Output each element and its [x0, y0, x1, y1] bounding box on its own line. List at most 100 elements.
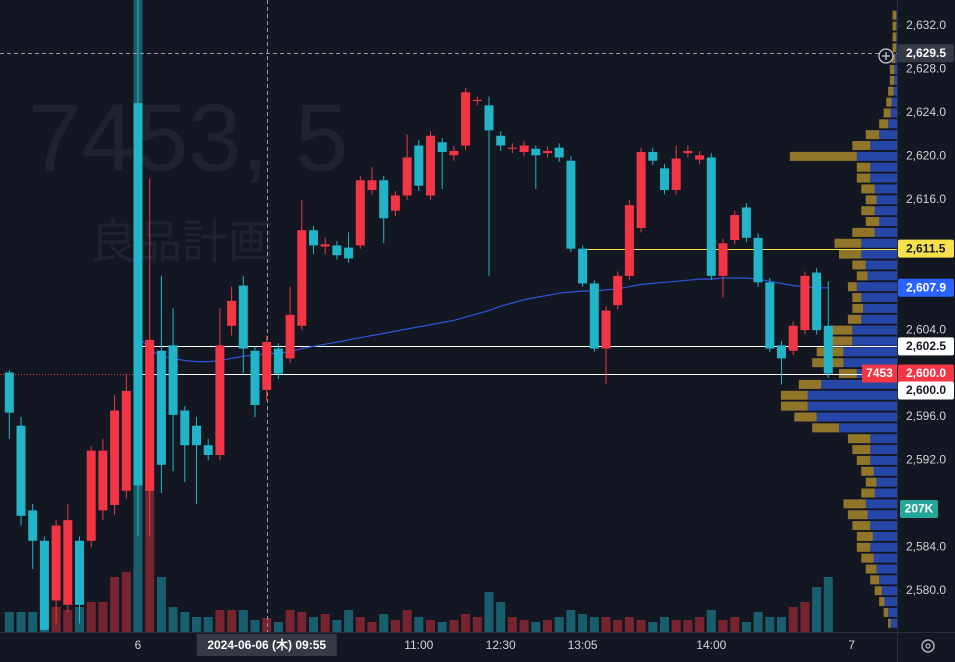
profile-blue [896, 32, 897, 42]
volume-bar [683, 620, 693, 632]
profile-blue [870, 455, 897, 465]
volume-bar [765, 617, 775, 632]
candle-body [531, 148, 541, 156]
candle-body [344, 247, 354, 259]
profile-gold [892, 32, 897, 42]
profile-gold [865, 195, 877, 205]
candle-body [51, 525, 61, 601]
volume-bar [121, 572, 131, 632]
profile-gold [847, 314, 862, 324]
profile-blue [888, 607, 897, 617]
volume-bar [660, 617, 669, 632]
profile-gold [865, 477, 877, 487]
profile-blue [873, 466, 897, 476]
profile-gold [847, 510, 868, 520]
y-tick-label: 2,628.0 [906, 62, 946, 76]
profile-blue [873, 553, 897, 563]
profile-gold [861, 553, 874, 563]
price-label: 2,600.0 [906, 366, 946, 380]
profile-gold [886, 97, 892, 107]
profile-blue [852, 336, 897, 346]
profile-blue [856, 151, 897, 161]
volume-bar [496, 602, 506, 632]
profile-blue [843, 358, 897, 368]
volume-bar [788, 607, 798, 632]
volume-bar [800, 602, 810, 632]
x-tick-label: 6 [135, 638, 142, 652]
profile-gold [892, 43, 897, 53]
volume-bar [156, 577, 166, 632]
volume-bar [613, 620, 623, 632]
profile-gold [865, 217, 880, 227]
candle-body [660, 168, 669, 191]
volume-bar [531, 622, 541, 632]
profile-blue [896, 21, 897, 31]
profile-gold [825, 336, 853, 346]
volume-bar [390, 620, 400, 632]
candle-body [706, 157, 716, 276]
candle-body [788, 325, 798, 351]
profile-gold [798, 379, 822, 389]
crosshair-plus-icon[interactable] [878, 48, 894, 64]
candle-body [636, 152, 646, 229]
profile-blue [874, 206, 897, 216]
profile-blue [856, 282, 897, 292]
candle-body [297, 230, 307, 326]
profile-blue [852, 325, 897, 335]
gear[interactable] [921, 639, 935, 653]
candle-body [613, 275, 623, 306]
profile-gold [856, 173, 871, 183]
volume-bar [706, 610, 716, 632]
price-label-bg [898, 239, 954, 258]
price-label: 2,629.5 [906, 46, 946, 60]
volume-bar [332, 620, 342, 632]
settings-icon[interactable] [921, 639, 935, 653]
profile-gold [834, 238, 862, 248]
x-tick-label: 7 [848, 638, 855, 652]
volume-bar [507, 617, 517, 632]
profile-blue [891, 97, 897, 107]
volume-label-bg [900, 500, 938, 518]
profile-blue [816, 412, 897, 422]
volume-bar [273, 622, 283, 632]
candle-body [519, 145, 529, 153]
candle-body [379, 180, 389, 219]
volume-bar [601, 617, 611, 632]
candle-body [309, 230, 318, 246]
volume-bar [472, 617, 482, 632]
price-tag: 7453 [866, 366, 893, 380]
candle-body [86, 450, 96, 541]
candle-body [332, 245, 342, 256]
profile-blue [807, 401, 897, 411]
candle-body [39, 540, 49, 630]
profile-blue [895, 54, 897, 64]
crosshair-x-label: 2024-06-06 (木) 09:55 [207, 637, 326, 652]
candle-body [355, 180, 365, 246]
candle-body [227, 300, 237, 326]
profile-blue [867, 510, 897, 520]
profile-blue [843, 347, 897, 357]
volume-bar [192, 617, 201, 632]
candle-body [426, 135, 435, 196]
profile-gold [892, 21, 897, 31]
candle-body [730, 215, 740, 240]
profile-blue [865, 260, 897, 270]
profile-blue [838, 423, 897, 433]
volume-label: 207K [905, 502, 934, 516]
volume-bar [203, 617, 213, 632]
volume-bar [636, 620, 646, 632]
profile-gold [889, 75, 895, 85]
candle-body [192, 425, 201, 446]
price-label: 2,602.5 [906, 339, 946, 353]
volume-bar [695, 617, 705, 632]
candle-body [777, 345, 786, 359]
candle-body [507, 147, 517, 149]
volume-bar [180, 612, 190, 632]
profile-blue [876, 564, 897, 574]
profile-gold [874, 586, 882, 596]
y-tick-label: 2,616.0 [906, 192, 946, 206]
profile-gold [847, 282, 857, 292]
profile-gold [852, 293, 862, 303]
candle-body [601, 310, 611, 349]
profile-gold [891, 54, 896, 64]
